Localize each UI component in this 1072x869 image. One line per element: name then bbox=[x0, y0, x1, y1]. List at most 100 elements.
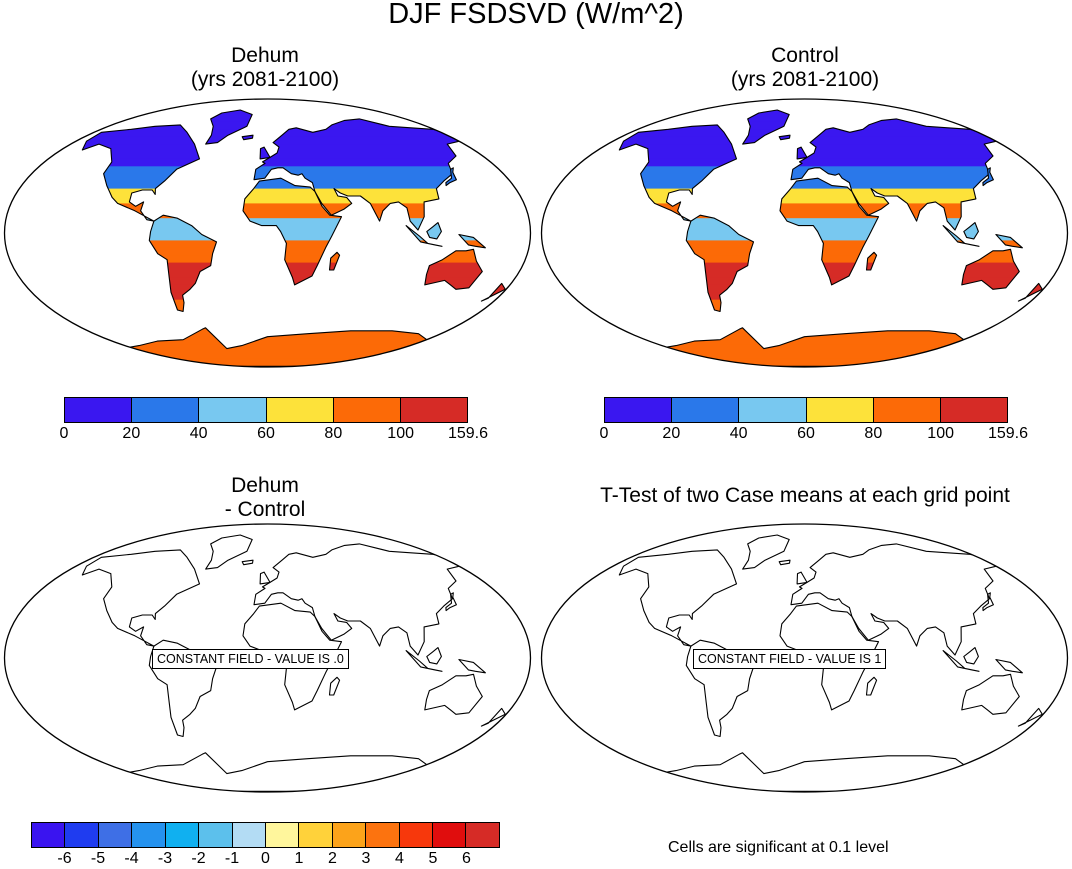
value-band bbox=[82, 129, 200, 138]
value-band bbox=[0, 300, 535, 308]
value-band bbox=[149, 218, 217, 227]
value-band bbox=[537, 307, 1072, 315]
value-band bbox=[619, 136, 737, 145]
value-band bbox=[537, 233, 1072, 241]
coastline-japan bbox=[982, 592, 994, 612]
value-band bbox=[254, 151, 460, 160]
value-band bbox=[0, 322, 535, 330]
colorbar-tick-label: 40 bbox=[729, 425, 748, 442]
value-band bbox=[0, 292, 535, 300]
value-band bbox=[619, 203, 737, 212]
coastline-nz bbox=[1017, 707, 1043, 727]
value-band bbox=[537, 100, 1072, 108]
colorbar-tick-label: -2 bbox=[191, 850, 206, 867]
value-band bbox=[0, 300, 535, 308]
value-band bbox=[149, 225, 217, 234]
value-band bbox=[0, 144, 535, 152]
significance-note: Cells are significant at 0.1 level bbox=[668, 839, 889, 856]
value-band bbox=[537, 226, 1072, 234]
value-band bbox=[0, 100, 535, 108]
value-band bbox=[0, 322, 535, 330]
value-band bbox=[537, 307, 1072, 315]
value-band bbox=[0, 292, 535, 300]
value-band bbox=[686, 277, 754, 286]
panel-title-line2: - Control bbox=[224, 498, 306, 521]
colorbar-control bbox=[604, 397, 1008, 423]
value-band bbox=[537, 315, 1072, 323]
value-band bbox=[961, 262, 1020, 271]
value-band bbox=[686, 262, 754, 271]
value-band bbox=[537, 122, 1072, 130]
value-band bbox=[0, 300, 535, 308]
value-band bbox=[537, 315, 1072, 323]
panel-title-diff: Dehum - Control bbox=[130, 474, 400, 522]
value-band bbox=[0, 226, 535, 234]
value-band bbox=[0, 144, 535, 152]
value-band bbox=[121, 344, 427, 353]
colorbar-segment bbox=[806, 398, 874, 422]
value-band bbox=[537, 100, 1072, 108]
value-band bbox=[537, 122, 1072, 130]
value-band bbox=[0, 129, 535, 137]
value-band bbox=[537, 129, 1072, 137]
value-band bbox=[537, 115, 1072, 123]
value-band bbox=[742, 110, 790, 116]
value-band bbox=[0, 300, 535, 308]
value-band bbox=[0, 233, 535, 241]
value-band bbox=[537, 300, 1072, 308]
coastline-uk bbox=[259, 146, 271, 160]
value-band bbox=[0, 122, 535, 130]
colorbar-tick-label: 0 bbox=[599, 425, 609, 442]
value-band bbox=[537, 233, 1072, 241]
value-band bbox=[797, 147, 807, 153]
value-band bbox=[149, 307, 217, 312]
value-band bbox=[0, 129, 535, 137]
value-band bbox=[254, 225, 460, 230]
value-band bbox=[0, 307, 535, 315]
value-band bbox=[0, 100, 535, 108]
coastline-madagascar bbox=[328, 676, 341, 696]
value-band bbox=[963, 233, 979, 239]
value-band bbox=[537, 307, 1072, 315]
value-band bbox=[0, 240, 535, 248]
value-band bbox=[537, 307, 1072, 315]
value-band bbox=[0, 307, 535, 315]
colorbar-segment bbox=[672, 398, 740, 422]
value-band bbox=[0, 122, 535, 130]
value-band bbox=[537, 322, 1072, 330]
value-band bbox=[0, 122, 535, 130]
value-band bbox=[537, 315, 1072, 323]
value-band bbox=[82, 144, 200, 153]
value-band bbox=[406, 233, 442, 242]
value-band bbox=[0, 315, 535, 323]
value-band bbox=[458, 234, 486, 242]
value-band bbox=[537, 122, 1072, 130]
value-band bbox=[686, 299, 754, 308]
value-band bbox=[82, 136, 200, 145]
value-band bbox=[0, 315, 535, 323]
value-band bbox=[0, 129, 535, 137]
value-band bbox=[424, 262, 483, 271]
value-band bbox=[537, 115, 1072, 123]
value-band bbox=[0, 322, 535, 330]
colorbar-segment bbox=[466, 823, 499, 847]
value-band bbox=[537, 233, 1072, 241]
colorbar-tick-label: 1 bbox=[294, 850, 304, 867]
value-band bbox=[243, 270, 342, 279]
value-band bbox=[0, 322, 535, 330]
value-band bbox=[254, 181, 460, 190]
colorbar-segment bbox=[132, 823, 166, 847]
value-band bbox=[0, 144, 535, 152]
value-band bbox=[537, 233, 1072, 241]
value-band bbox=[0, 292, 535, 300]
value-band bbox=[0, 300, 535, 308]
value-band bbox=[0, 233, 535, 241]
value-band bbox=[537, 115, 1072, 123]
value-band bbox=[537, 115, 1072, 123]
value-band bbox=[537, 307, 1072, 315]
value-band bbox=[243, 247, 342, 256]
value-band bbox=[537, 322, 1072, 330]
value-band bbox=[329, 262, 340, 270]
landmass-newguinea bbox=[0, 144, 535, 248]
value-band bbox=[537, 240, 1072, 248]
